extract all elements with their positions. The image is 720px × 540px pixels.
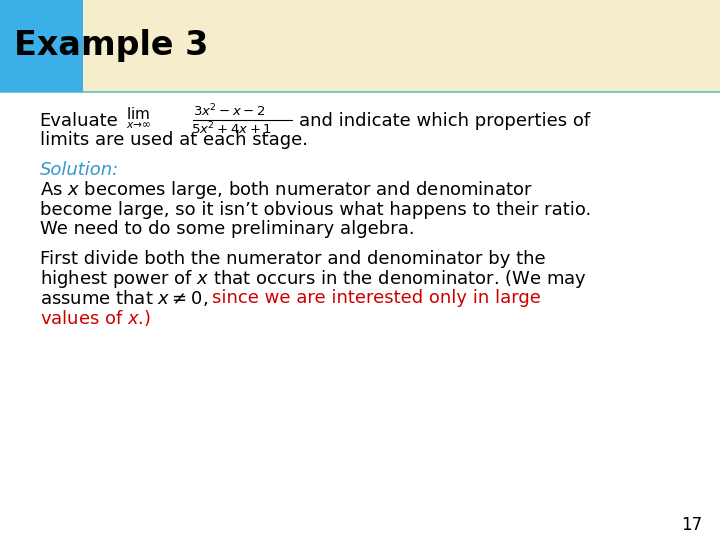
Text: assume that $x \neq 0$,: assume that $x \neq 0$, (40, 288, 207, 308)
Text: We need to do some preliminary algebra.: We need to do some preliminary algebra. (40, 220, 414, 238)
Text: Solution:: Solution: (40, 161, 119, 179)
Bar (0, 0, 83, 92)
Text: $3x^2 - x - 2$: $3x^2 - x - 2$ (193, 103, 266, 119)
Text: since we are interested only in large: since we are interested only in large (212, 289, 541, 307)
Text: $5x^2 + 4x + 1$: $5x^2 + 4x + 1$ (191, 120, 272, 137)
Text: $\lim_{x \to \infty}$: $\lim_{x \to \infty}$ (126, 106, 151, 131)
Text: limits are used at each stage.: limits are used at each stage. (40, 131, 307, 150)
Bar (0, 0, 720, 92)
Text: Evaluate: Evaluate (40, 112, 118, 131)
Text: values of $x$.): values of $x$.) (40, 307, 150, 328)
Text: become large, so it isn’t obvious what happens to their ratio.: become large, so it isn’t obvious what h… (40, 200, 591, 219)
Text: highest power of $x$ that occurs in the denominator. (We may: highest power of $x$ that occurs in the … (40, 268, 586, 289)
Text: Example 3: Example 3 (14, 29, 209, 63)
Text: and indicate which properties of: and indicate which properties of (299, 112, 590, 131)
Text: 17: 17 (681, 516, 702, 534)
Text: As $x$ becomes large, both numerator and denominator: As $x$ becomes large, both numerator and… (40, 179, 533, 201)
Text: First divide both the numerator and denominator by the: First divide both the numerator and deno… (40, 250, 545, 268)
